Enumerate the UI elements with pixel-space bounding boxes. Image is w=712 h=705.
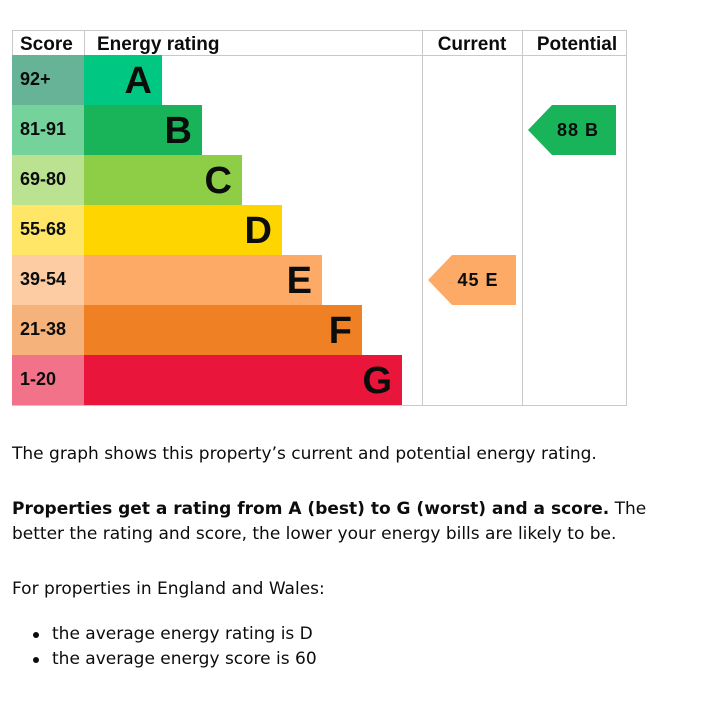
band-b: 81-91 B xyxy=(12,105,202,155)
band-score-label: 55-68 xyxy=(20,219,66,239)
england-wales-intro: For properties in England and Wales: xyxy=(12,577,672,602)
rating-arrows: 45 E 88 B xyxy=(428,105,616,305)
band-score-label: 1-20 xyxy=(20,369,56,389)
band-score-label: 81-91 xyxy=(20,119,66,139)
current-rating-arrow-shape xyxy=(428,255,516,305)
band-letter: D xyxy=(245,210,272,252)
band-d: 55-68 D xyxy=(12,205,282,255)
band-score-cell xyxy=(12,305,84,355)
band-score-cell xyxy=(12,105,84,155)
band-g: 1-20 G xyxy=(12,355,402,405)
band-letter: A xyxy=(125,60,152,102)
band-bar xyxy=(84,205,282,255)
current-rating-arrow-label: 45 E xyxy=(457,270,498,290)
band-bar xyxy=(84,155,242,205)
band-score-cell xyxy=(12,155,84,205)
rating-explanation-rest: The better the rating and score, the low… xyxy=(12,499,647,544)
rating-bands: 92+ A 81-91 B 69-80 C 55-68 D 39-54 E 21-38 F 1-20 G xyxy=(12,55,402,405)
header-potential: Potential xyxy=(537,34,617,55)
graph-description: The graph shows this property’s current … xyxy=(12,444,597,464)
band-bar xyxy=(84,255,322,305)
band-score-label: 39-54 xyxy=(20,269,66,289)
band-score-cell xyxy=(12,355,84,405)
band-letter: G xyxy=(362,360,392,402)
column-headers: Score Energy rating Current Potential xyxy=(20,34,617,55)
explanation-paragraph: The graph shows this property’s current … xyxy=(12,442,672,467)
header-current: Current xyxy=(438,34,507,55)
band-letter: C xyxy=(205,160,232,202)
band-letter: B xyxy=(165,110,192,152)
band-letter: F xyxy=(329,310,352,352)
band-c: 69-80 C xyxy=(12,155,242,205)
band-bar xyxy=(84,55,162,105)
rating-explanation-bold: Properties get a rating from A (best) to… xyxy=(12,499,610,519)
band-f: 21-38 F xyxy=(12,305,362,355)
band-bar xyxy=(84,305,362,355)
band-score-label: 69-80 xyxy=(20,169,66,189)
band-score-label: 92+ xyxy=(20,69,51,89)
band-score-cell xyxy=(12,255,84,305)
list-item: the average energy score is 60 xyxy=(12,647,317,672)
potential-rating-arrow-label: 88 B xyxy=(557,120,599,140)
band-score-cell xyxy=(12,55,84,105)
average-list: the average energy rating is D the avera… xyxy=(12,622,317,672)
current-rating-arrow: 45 E xyxy=(428,255,516,305)
band-e: 39-54 E xyxy=(12,255,322,305)
list-item: the average energy rating is D xyxy=(12,622,317,647)
band-score-cell xyxy=(12,205,84,255)
header-energy-rating: Energy rating xyxy=(97,34,219,55)
potential-rating-arrow: 88 B xyxy=(528,105,616,155)
band-bar xyxy=(84,105,202,155)
rating-explanation-paragraph: Properties get a rating from A (best) to… xyxy=(12,497,672,547)
epc-chart: 92+ A81-91 B69-80 C55-68 D39-54 E21-38 F1-20 G … xyxy=(12,30,627,406)
band-score-label: 21-38 xyxy=(20,319,66,339)
band-a: 92+ A xyxy=(12,55,162,105)
band-letter: E xyxy=(287,260,312,302)
header-score: Score xyxy=(20,34,73,55)
england-wales-text: For properties in England and Wales: xyxy=(12,579,325,599)
band-bar xyxy=(84,355,402,405)
potential-rating-arrow-shape xyxy=(528,105,616,155)
